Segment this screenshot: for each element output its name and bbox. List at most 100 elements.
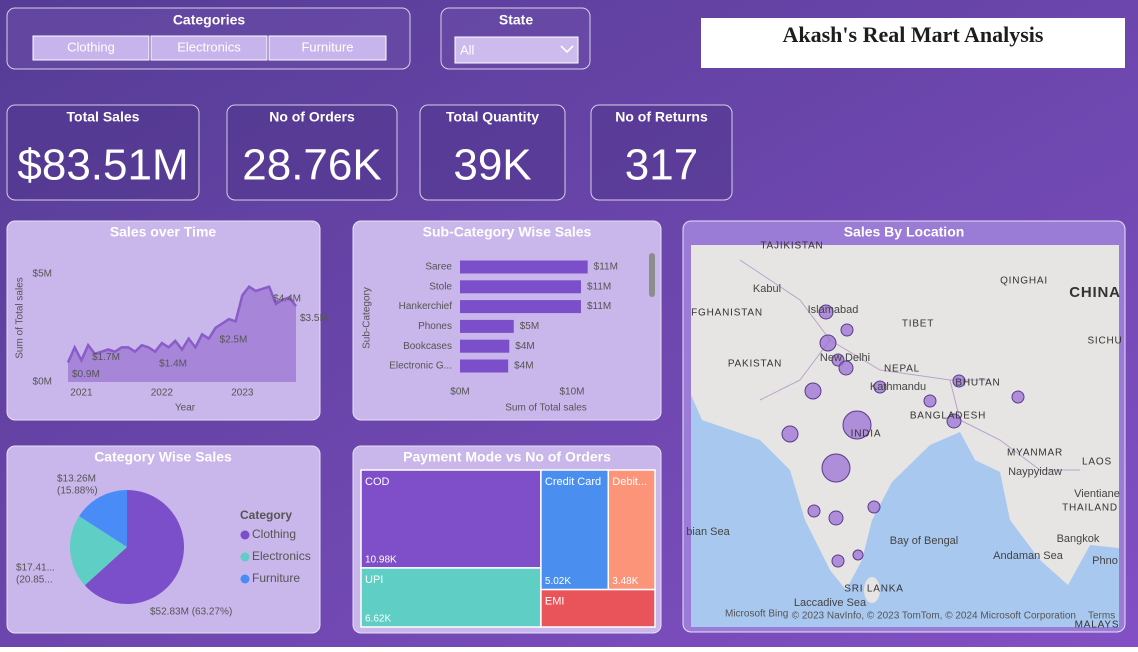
data-label: $11M: [587, 301, 611, 312]
kpi-card: [226, 104, 398, 201]
map-label: QINGHAI: [1000, 276, 1048, 287]
bar: [460, 359, 509, 373]
y-tick-label: Phones: [418, 321, 452, 332]
data-label: $52.83M (63.27%): [150, 607, 232, 618]
legend-label[interactable]: Clothing: [252, 527, 296, 541]
data-label: $4.4M: [273, 293, 301, 304]
pie-slice: [70, 516, 127, 586]
cell-label: Credit Card: [545, 476, 601, 488]
kpi-card: [6, 104, 200, 201]
map-label: FGHANISTAN: [691, 308, 763, 319]
panel-title: Sub-Category Wise Sales: [423, 224, 592, 240]
map-bubble: [952, 374, 966, 388]
map-bubble: [1011, 390, 1025, 404]
axis-title: Sub-Category: [362, 287, 373, 349]
map-label: Naypyidaw: [1008, 466, 1062, 478]
map-label: SICHU: [1087, 336, 1122, 347]
map-label: BANGLADESH: [910, 411, 986, 422]
slicer-option[interactable]: [150, 35, 268, 61]
kpi-card: [419, 104, 566, 201]
slicer-option[interactable]: [268, 35, 387, 61]
slicer-option-label: Electronics: [177, 39, 241, 54]
map-label: CHINA: [1069, 284, 1121, 301]
axis-title: Sum of Total sales: [505, 403, 587, 414]
x-tick-label: 2021: [70, 388, 93, 399]
panel-title: Payment Mode vs No of Orders: [403, 449, 611, 465]
bar: [460, 300, 581, 314]
slicer-option-label: Clothing: [67, 39, 115, 54]
map-label: MYANMAR: [1007, 448, 1063, 459]
cell-label: UPI: [365, 574, 383, 586]
panel-title: Sales By Location: [844, 224, 965, 240]
map-label: INDIA: [851, 429, 882, 440]
map-terms[interactable]: Terms: [1088, 611, 1115, 622]
legend-label[interactable]: Electronics: [252, 549, 311, 563]
map-bubble: [867, 500, 881, 514]
kpi-value: 317: [625, 141, 698, 190]
y-tick-label: Saree: [425, 262, 452, 273]
map-bubble: [821, 453, 851, 483]
data-label: $0.9M: [72, 369, 100, 380]
map-bubble: [828, 510, 844, 526]
kpi-label: Total Sales: [67, 109, 140, 125]
panel-title: Sales over Time: [110, 224, 217, 240]
title-box: [701, 18, 1125, 68]
kpi-label: No of Orders: [269, 109, 355, 125]
map-label: TIBET: [902, 319, 934, 330]
data-label: 6.62K: [365, 614, 391, 625]
treemap-cell: [607, 469, 656, 591]
map-bubble: [946, 413, 962, 429]
panel-title: Category Wise Sales: [94, 449, 232, 465]
map-bubble: [838, 360, 854, 376]
dropdown-value: All: [460, 42, 475, 57]
map-label: Laccadive Sea: [794, 597, 867, 609]
legend-marker: [240, 574, 250, 584]
data-label: (15.88%): [57, 486, 98, 497]
map-label: BHUTAN: [955, 378, 1000, 389]
slicer-option[interactable]: [32, 35, 150, 61]
map-label: Kabul: [753, 283, 781, 295]
kpi-value: 28.76K: [242, 141, 381, 190]
cell-label: Debit...: [612, 476, 647, 488]
map-bubble: [923, 394, 937, 408]
data-label: $5M: [520, 321, 539, 332]
kpi-card: [590, 104, 733, 201]
map-island: [864, 577, 880, 603]
map-label: Phno: [1092, 555, 1118, 567]
x-tick-label: $0M: [450, 387, 469, 398]
map-label: THAILAND: [1062, 503, 1118, 514]
data-label: $4M: [514, 361, 533, 372]
x-tick-label: $10M: [559, 387, 584, 398]
map-label: Kathmandu: [870, 381, 926, 393]
treemap-cell: [360, 567, 542, 628]
treemap-cell: [540, 469, 610, 591]
scrollbar[interactable]: [649, 253, 655, 297]
axis-title: Year: [175, 403, 196, 414]
page-title: Akash's Real Mart Analysis: [783, 22, 1044, 47]
map-label: SRI LANKA: [844, 584, 903, 595]
dropdown-arrow: [560, 45, 574, 54]
map-label: Bangkok: [1057, 533, 1100, 545]
legend-label[interactable]: Furniture: [252, 571, 300, 585]
kpi-value: $83.51M: [17, 141, 188, 190]
map-bubble: [804, 382, 822, 400]
data-label: $11M: [594, 262, 618, 273]
data-label: $3.5M: [300, 313, 328, 324]
bar: [460, 280, 581, 294]
dropdown[interactable]: [454, 36, 579, 64]
map-logo: Microsoft Bing: [725, 609, 788, 620]
x-tick-label: 2023: [231, 388, 254, 399]
line: [66, 284, 297, 364]
data-label: $1.4M: [159, 358, 187, 369]
map-bubble: [852, 549, 864, 561]
pie-slice: [79, 490, 127, 547]
map-label: Islamabad: [808, 304, 859, 316]
map-label: NEPAL: [884, 364, 920, 375]
map-label: New Delhi: [820, 352, 870, 364]
slicer-option-label: Furniture: [301, 39, 353, 54]
cell-label: COD: [365, 476, 390, 488]
map-label: Bay of Bengal: [890, 535, 959, 547]
map-sea: [691, 395, 1119, 627]
map-label: Andaman Sea: [993, 550, 1064, 562]
